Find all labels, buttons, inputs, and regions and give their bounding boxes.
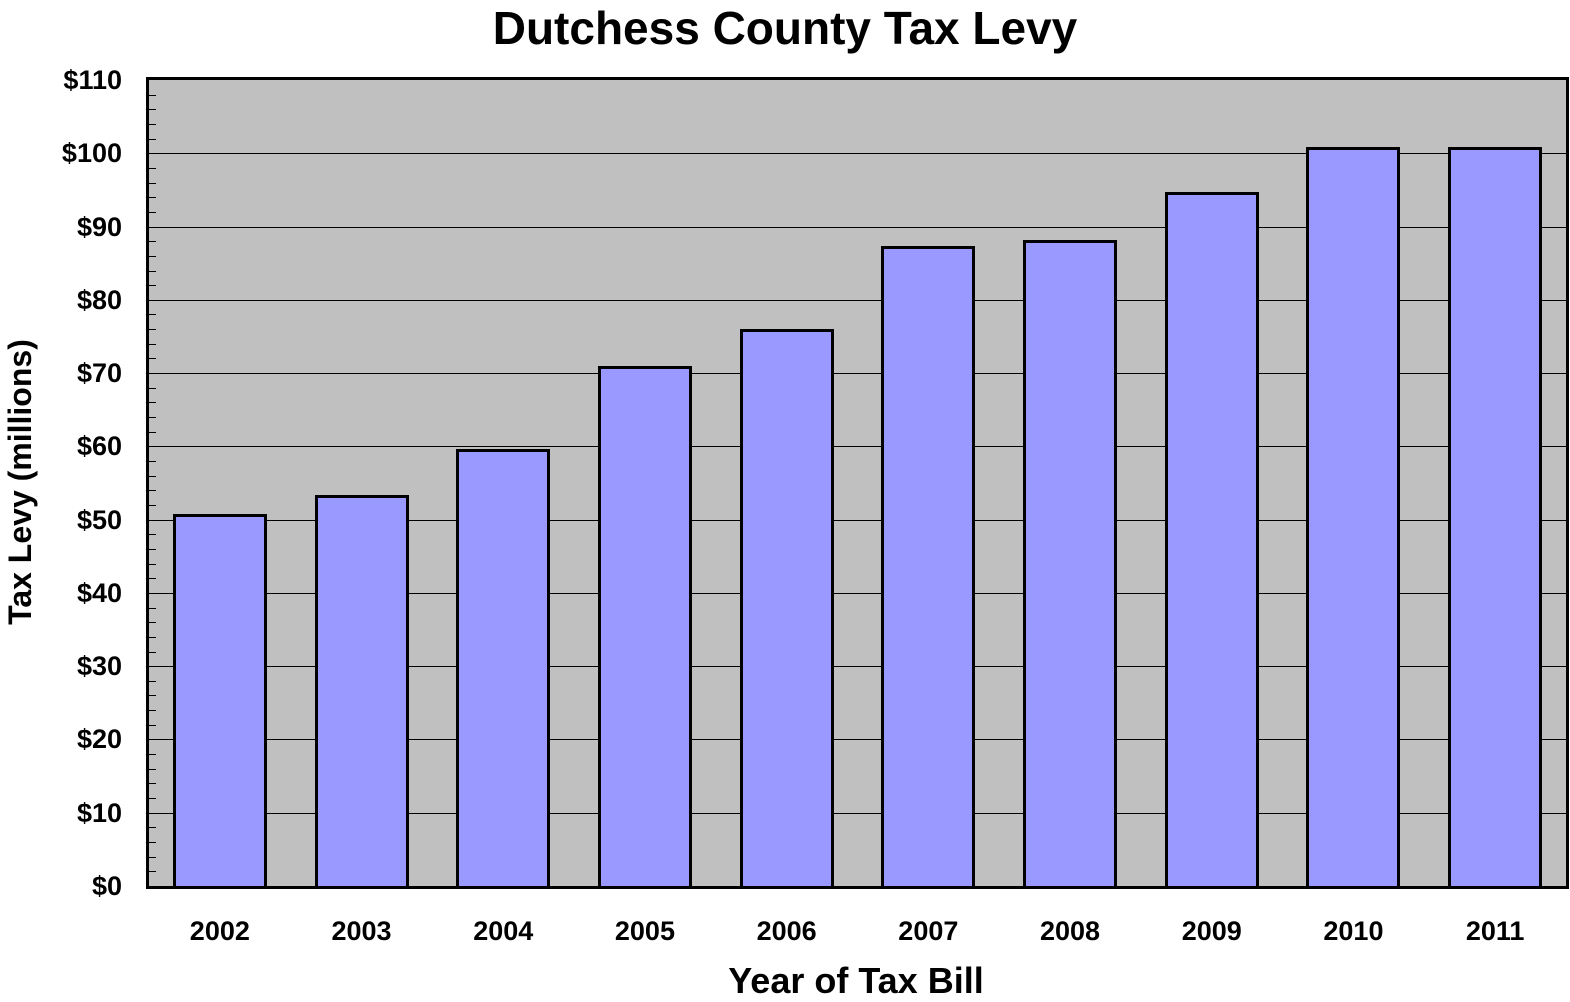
- gridline: [149, 739, 1566, 741]
- bar-2007: [881, 246, 976, 886]
- bar-2006: [739, 329, 834, 886]
- gridline: [149, 226, 1566, 228]
- minor-tick: [149, 754, 156, 756]
- minor-tick: [149, 94, 156, 96]
- gridline: [149, 519, 1566, 521]
- gridline: [149, 153, 1566, 155]
- minor-tick: [149, 431, 156, 433]
- bar-2004: [456, 449, 551, 886]
- y-tick-label: $100: [61, 138, 122, 169]
- minor-tick: [149, 314, 156, 316]
- bar-2009: [1164, 192, 1259, 886]
- gridline: [149, 373, 1566, 375]
- y-tick-label: $80: [76, 284, 122, 315]
- y-tick-label: $10: [76, 797, 122, 828]
- minor-tick: [149, 211, 156, 213]
- minor-tick: [149, 461, 156, 463]
- minor-tick: [149, 651, 156, 653]
- bar-2008: [1023, 239, 1118, 886]
- minor-tick: [149, 329, 156, 331]
- x-tick-label: 2002: [189, 916, 250, 946]
- minor-tick: [149, 138, 156, 140]
- x-tick-label: 2008: [1040, 916, 1101, 946]
- x-tick-label: 2009: [1181, 916, 1242, 946]
- minor-tick: [149, 827, 156, 829]
- minor-tick: [149, 871, 156, 873]
- minor-tick: [149, 563, 156, 565]
- x-tick-label: 2011: [1465, 916, 1525, 946]
- y-tick-label: $30: [76, 651, 122, 682]
- x-tick-label: 2005: [614, 916, 675, 946]
- minor-tick: [149, 475, 156, 477]
- y-tick-label: $60: [76, 431, 122, 462]
- minor-tick: [149, 402, 156, 404]
- minor-tick: [149, 768, 156, 770]
- x-tick-label: 2007: [898, 916, 959, 946]
- bar-2005: [597, 365, 692, 886]
- minor-tick: [149, 417, 156, 419]
- minor-tick: [149, 680, 156, 682]
- minor-tick: [149, 241, 156, 243]
- minor-tick: [149, 636, 156, 638]
- minor-tick: [149, 270, 156, 272]
- x-tick-label: 2003: [331, 916, 392, 946]
- bar-2003: [314, 495, 409, 886]
- x-tick-label: 2006: [756, 916, 817, 946]
- minor-tick: [149, 109, 156, 111]
- minor-tick: [149, 856, 156, 858]
- gridline: [149, 812, 1566, 814]
- minor-tick: [149, 578, 156, 580]
- x-axis-label: Year of Tax Bill: [728, 960, 984, 1001]
- y-tick-label: $40: [76, 577, 122, 608]
- minor-tick: [149, 534, 156, 536]
- gridline: [149, 299, 1566, 301]
- y-tick-label: $70: [76, 358, 122, 389]
- minor-tick: [149, 798, 156, 800]
- minor-tick: [149, 182, 156, 184]
- minor-tick: [149, 695, 156, 697]
- minor-tick: [149, 387, 156, 389]
- minor-tick: [149, 710, 156, 712]
- minor-tick: [149, 167, 156, 169]
- minor-tick: [149, 123, 156, 125]
- bar-2011: [1448, 147, 1543, 886]
- gridline: [149, 592, 1566, 594]
- y-axis-label: Tax Levy (millions): [2, 339, 38, 625]
- minor-tick: [149, 504, 156, 506]
- y-tick-label: $50: [76, 504, 122, 535]
- minor-tick: [149, 622, 156, 624]
- minor-tick: [149, 842, 156, 844]
- gridline: [149, 666, 1566, 668]
- chart-title: Dutchess County Tax Levy: [492, 2, 1078, 54]
- bar-2010: [1306, 147, 1401, 886]
- minor-tick: [149, 724, 156, 726]
- y-tick-label: $0: [91, 871, 122, 901]
- minor-tick: [149, 607, 156, 609]
- bar-2002: [172, 513, 267, 886]
- minor-tick: [149, 358, 156, 360]
- minor-tick: [149, 490, 156, 492]
- minor-tick: [149, 548, 156, 550]
- plot-area: [146, 77, 1569, 889]
- minor-tick: [149, 255, 156, 257]
- y-tick-label: $20: [76, 724, 122, 755]
- minor-tick: [149, 343, 156, 345]
- minor-tick: [149, 783, 156, 785]
- minor-tick: [149, 197, 156, 199]
- y-tick-label: $110: [63, 65, 122, 95]
- x-tick-label: 2010: [1323, 916, 1384, 946]
- minor-tick: [149, 285, 156, 287]
- x-tick-label: 2004: [473, 916, 534, 946]
- gridline: [149, 446, 1566, 448]
- y-tick-label: $90: [76, 211, 122, 242]
